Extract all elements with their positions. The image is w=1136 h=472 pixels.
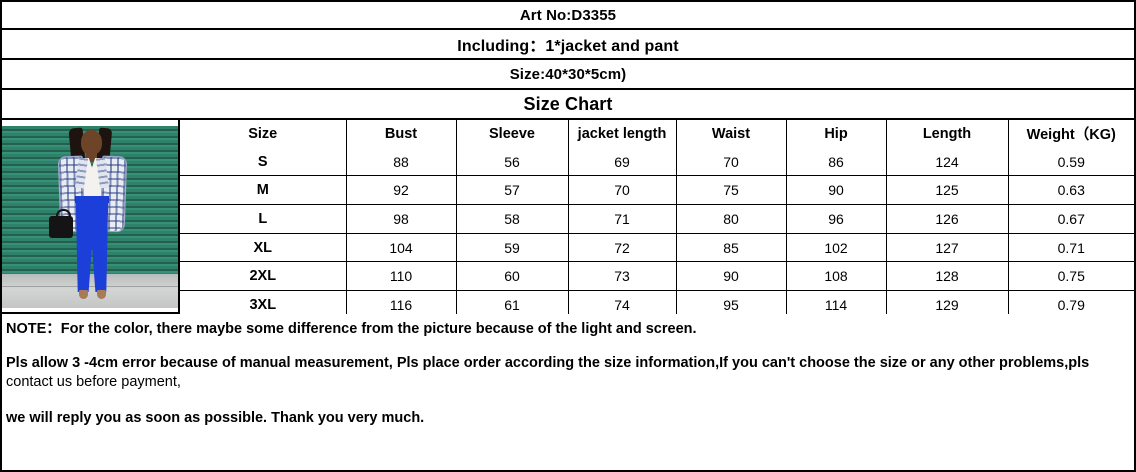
size-table: Size Bust Sleeve jacket length Waist Hip… xyxy=(180,120,1134,319)
cell-weight: 0.71 xyxy=(1007,233,1134,263)
cell-waist: 80 xyxy=(675,204,787,234)
cell-size: M xyxy=(180,175,347,206)
model-shoe-left xyxy=(79,290,88,299)
cell-hip: 108 xyxy=(785,261,887,292)
cell-jacket-length: 69 xyxy=(567,147,677,177)
cell-bust: 110 xyxy=(345,261,457,292)
cell-size: L xyxy=(180,204,347,234)
product-photo-cell xyxy=(2,120,180,312)
photo-floor xyxy=(2,274,178,308)
cell-bust: 104 xyxy=(345,233,457,263)
cell-weight: 0.67 xyxy=(1007,204,1134,234)
cell-bust: 92 xyxy=(345,175,457,206)
size-table-header-row: Size Bust Sleeve jacket length Waist Hip… xyxy=(180,120,1134,148)
cell-jacket-length: 73 xyxy=(567,261,677,292)
cell-bust: 88 xyxy=(345,147,457,177)
cell-sleeve: 59 xyxy=(455,233,569,263)
cell-sleeve: 58 xyxy=(455,204,569,234)
cell-sleeve: 60 xyxy=(455,261,569,292)
package-size-text: Size:40*30*5cm) xyxy=(509,65,627,83)
note-color-disclaimer: NOTE：For the color, there maybe some dif… xyxy=(6,321,697,337)
column-header-jacket-length: jacket length xyxy=(567,120,677,148)
cell-length: 124 xyxy=(885,147,1009,177)
including-row: Including：1*jacket and pant xyxy=(2,30,1134,60)
cell-hip: 86 xyxy=(785,147,887,177)
cell-waist: 90 xyxy=(675,261,787,292)
cell-size: 2XL xyxy=(180,261,347,292)
table-row: XL 104 59 72 85 102 127 0.71 xyxy=(180,233,1134,263)
column-header-sleeve: Sleeve xyxy=(455,120,569,148)
cell-sleeve: 57 xyxy=(455,175,569,206)
cell-bust: 98 xyxy=(345,204,457,234)
product-photo xyxy=(2,126,178,308)
model-blue-pants xyxy=(75,196,109,292)
handbag xyxy=(49,216,73,238)
cell-weight: 0.63 xyxy=(1007,175,1134,206)
column-header-hip: Hip xyxy=(785,120,887,148)
cell-jacket-length: 71 xyxy=(567,204,677,234)
cell-waist: 75 xyxy=(675,175,787,206)
cell-jacket-length: 70 xyxy=(567,175,677,206)
size-chart-title-row: Size Chart xyxy=(2,90,1134,120)
cell-length: 128 xyxy=(885,261,1009,292)
cell-jacket-length: 72 xyxy=(567,233,677,263)
model-neck xyxy=(86,152,97,162)
column-header-weight: Weight（KG) xyxy=(1007,120,1134,148)
cell-waist: 70 xyxy=(675,147,787,177)
page-title: Size Chart xyxy=(523,93,613,114)
cell-weight: 0.59 xyxy=(1007,147,1134,177)
package-size-row: Size:40*30*5cm) xyxy=(2,60,1134,90)
cell-hip: 90 xyxy=(785,175,887,206)
cell-sleeve: 56 xyxy=(455,147,569,177)
table-row: M 92 57 70 75 90 125 0.63 xyxy=(180,175,1134,206)
cell-size: S xyxy=(180,147,347,177)
model-shoe-right xyxy=(97,290,106,299)
column-header-waist: Waist xyxy=(675,120,787,148)
column-header-size: Size xyxy=(180,120,347,148)
table-row: S 88 56 69 70 86 124 0.59 xyxy=(180,147,1134,177)
note-measurement-error: Pls allow 3 -4cm error because of manual… xyxy=(6,354,1090,371)
notes-section: NOTE：For the color, there maybe some dif… xyxy=(2,314,1134,470)
handbag-handle xyxy=(56,209,71,220)
including-text: Including：1*jacket and pant xyxy=(457,38,679,55)
size-table-cell: Size Bust Sleeve jacket length Waist Hip… xyxy=(180,120,1134,319)
model-figure xyxy=(31,127,151,308)
cell-weight: 0.75 xyxy=(1007,261,1134,292)
cell-length: 127 xyxy=(885,233,1009,263)
note-contact-before-payment: contact us before payment, xyxy=(6,374,181,391)
note-reply-thanks: we will reply you as soon as possible. T… xyxy=(6,409,425,426)
cell-waist: 85 xyxy=(675,233,787,263)
art-no-row: Art No:D3355 xyxy=(2,2,1134,30)
cell-size: XL xyxy=(180,233,347,263)
model-head xyxy=(81,130,102,155)
column-header-bust: Bust xyxy=(345,120,457,148)
cell-length: 125 xyxy=(885,175,1009,206)
table-row: 2XL 110 60 73 90 108 128 0.75 xyxy=(180,261,1134,292)
column-header-length: Length xyxy=(885,120,1009,148)
cell-length: 126 xyxy=(885,204,1009,234)
cell-hip: 96 xyxy=(785,204,887,234)
chart-body: Size Bust Sleeve jacket length Waist Hip… xyxy=(2,120,1134,319)
cell-hip: 102 xyxy=(785,233,887,263)
table-row: L 98 58 71 80 96 126 0.67 xyxy=(180,204,1134,234)
art-no-text: Art No:D3355 xyxy=(519,6,617,24)
